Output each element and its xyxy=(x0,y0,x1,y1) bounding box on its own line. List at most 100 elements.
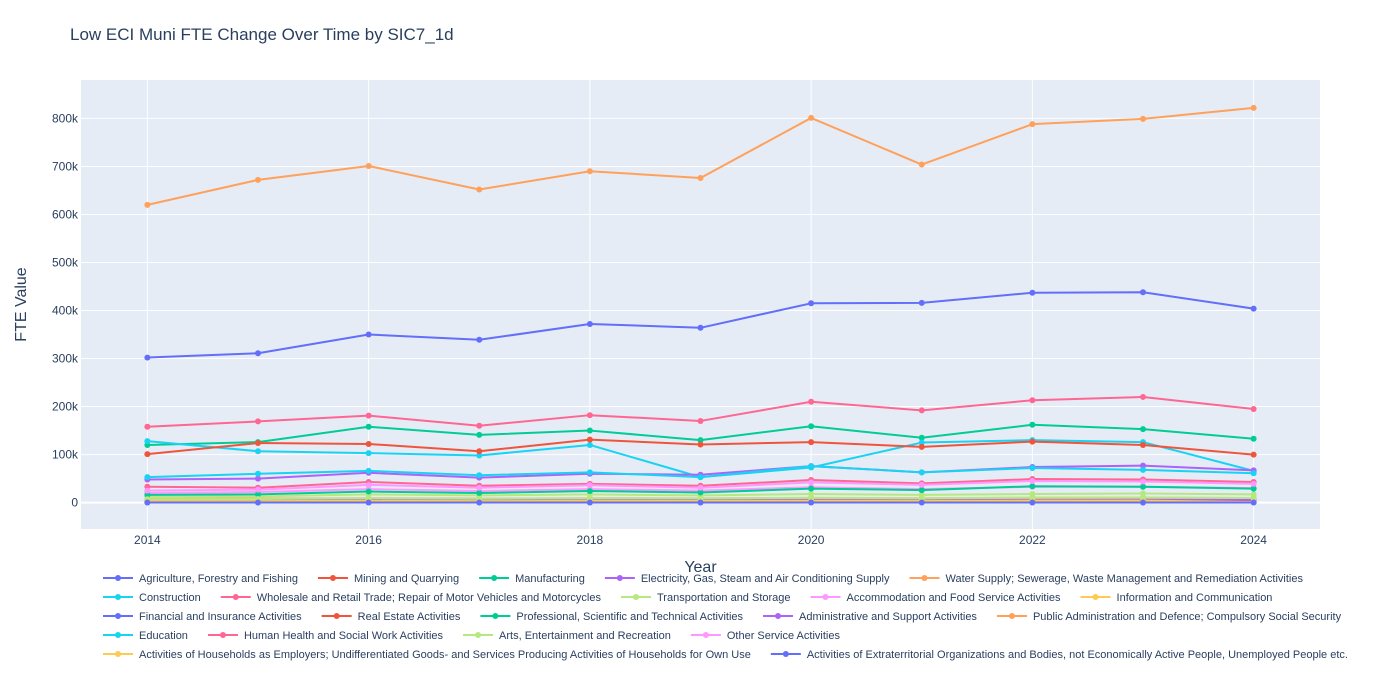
legend-marker xyxy=(775,613,782,619)
data-point xyxy=(808,499,815,506)
legend-marker xyxy=(115,594,121,600)
data-point xyxy=(476,431,483,438)
series xyxy=(144,104,1257,208)
data-point xyxy=(1140,466,1146,473)
data-point xyxy=(1140,115,1146,122)
legend-marker xyxy=(329,575,336,581)
y-tick-label: 500k xyxy=(52,255,79,269)
data-point xyxy=(586,499,593,506)
legend-marker xyxy=(232,594,239,600)
data-point xyxy=(1250,435,1257,442)
legend-item[interactable]: Mining and Quarrying xyxy=(317,573,459,585)
legend-item[interactable]: Real Estate Activities xyxy=(321,611,461,623)
data-point xyxy=(697,417,704,424)
data-point xyxy=(1029,289,1036,296)
data-point xyxy=(144,491,151,498)
legend-label: Mining and Quarrying xyxy=(354,573,459,585)
legend-item[interactable]: Human Health and Social Work Activities xyxy=(207,630,444,642)
data-point xyxy=(1029,397,1036,404)
legend-marker xyxy=(921,575,928,581)
legend-label: Professional, Scientific and Technical A… xyxy=(516,611,743,623)
y-axis-ticks: 0 100k 200k 300k 400k 500k 600k 700k 800k xyxy=(52,111,79,509)
data-point xyxy=(144,438,151,445)
legend[interactable]: Agriculture, Forestry and Fishing Mining … xyxy=(103,573,1348,661)
data-point xyxy=(808,485,815,492)
legend-item[interactable]: Electricity, Gas, Steam and Air Conditio… xyxy=(604,573,890,585)
x-tick-label: 2018 xyxy=(577,533,604,547)
legend-label: Accommodation and Food Service Activitie… xyxy=(847,592,1061,604)
legend-item[interactable]: Professional, Scientific and Technical A… xyxy=(480,611,744,623)
data-point xyxy=(1140,478,1146,485)
legend-item[interactable]: Manufacturing xyxy=(479,573,585,585)
legend-label: Manufacturing xyxy=(515,573,585,585)
data-point xyxy=(586,469,593,476)
data-point xyxy=(255,176,261,183)
legend-marker xyxy=(1092,594,1099,600)
data-point xyxy=(1250,104,1257,111)
data-point xyxy=(918,443,925,450)
data-point xyxy=(697,174,704,181)
legend-item[interactable]: Wholesale and Retail Trade; Repair of Mo… xyxy=(220,592,602,604)
legend-label: Information and Communication xyxy=(1117,592,1273,604)
data-point xyxy=(476,186,483,193)
legend-item[interactable]: Construction xyxy=(103,592,201,604)
y-tick-label: 400k xyxy=(52,304,79,318)
x-tick-label: 2016 xyxy=(355,533,382,547)
legend-item[interactable]: Activities of Households as Employers; U… xyxy=(103,649,751,661)
data-point xyxy=(255,491,261,498)
data-point xyxy=(918,481,925,488)
legend-item[interactable]: Arts, Entertainment and Recreation xyxy=(463,630,671,642)
data-point xyxy=(1140,462,1146,469)
series xyxy=(144,463,1257,481)
legend-item[interactable]: Transportation and Storage xyxy=(621,592,791,604)
legend-label: Water Supply; Sewerage, Waste Management… xyxy=(945,573,1303,585)
legend-item[interactable]: Information and Communication xyxy=(1080,592,1273,604)
data-point xyxy=(255,475,261,482)
data-point xyxy=(1029,494,1036,501)
x-tick-label: 2022 xyxy=(1019,533,1046,547)
data-point xyxy=(918,439,925,446)
data-point xyxy=(1029,483,1036,490)
legend-label: Activities of Extraterritorial Organizat… xyxy=(807,649,1348,661)
legend-item[interactable]: Financial and Insurance Activities xyxy=(103,611,302,623)
legend-label: Activities of Households as Employers; U… xyxy=(139,649,751,661)
data-point xyxy=(1250,485,1257,492)
legend-label: Arts, Entertainment and Recreation xyxy=(499,630,671,642)
data-point xyxy=(476,422,483,429)
data-point xyxy=(1140,289,1146,296)
legend-item[interactable]: Activities of Extraterritorial Organizat… xyxy=(770,649,1348,661)
data-point xyxy=(918,499,925,506)
data-point xyxy=(476,499,483,506)
legend-item[interactable]: Agriculture, Forestry and Fishing xyxy=(103,573,298,585)
data-point xyxy=(697,474,704,481)
legend-marker xyxy=(333,613,340,619)
data-point xyxy=(255,486,261,493)
y-tick-label: 600k xyxy=(52,207,79,221)
data-point xyxy=(1140,441,1146,448)
legend-item[interactable]: Administrative and Support Activities xyxy=(763,611,977,623)
legend-item[interactable]: Public Administration and Defence; Compu… xyxy=(996,611,1342,623)
legend-label: Human Health and Social Work Activities xyxy=(244,630,444,642)
legend-item[interactable]: Water Supply; Sewerage, Waste Management… xyxy=(909,573,1303,585)
legend-item[interactable]: Other Service Activities xyxy=(690,630,841,642)
legend-marker xyxy=(475,632,482,638)
data-point xyxy=(918,487,925,494)
legend-item[interactable]: Education xyxy=(103,630,188,642)
data-point xyxy=(808,114,815,121)
data-point xyxy=(586,441,593,448)
legend-marker xyxy=(492,613,499,619)
y-tick-label: 200k xyxy=(52,400,79,414)
legend-label: Real Estate Activities xyxy=(358,611,461,623)
data-point xyxy=(1140,494,1146,501)
data-point xyxy=(918,434,925,441)
legend-marker xyxy=(782,651,789,657)
y-tick-label: 800k xyxy=(52,111,79,125)
data-point xyxy=(476,336,483,343)
legend-label: Transportation and Storage xyxy=(657,592,791,604)
legend-item[interactable]: Accommodation and Food Service Activitie… xyxy=(810,592,1061,604)
data-point xyxy=(697,499,704,506)
data-point xyxy=(586,482,593,489)
legend-label: Public Administration and Defence; Compu… xyxy=(1033,611,1342,623)
series xyxy=(144,499,1257,506)
data-point xyxy=(808,423,815,430)
